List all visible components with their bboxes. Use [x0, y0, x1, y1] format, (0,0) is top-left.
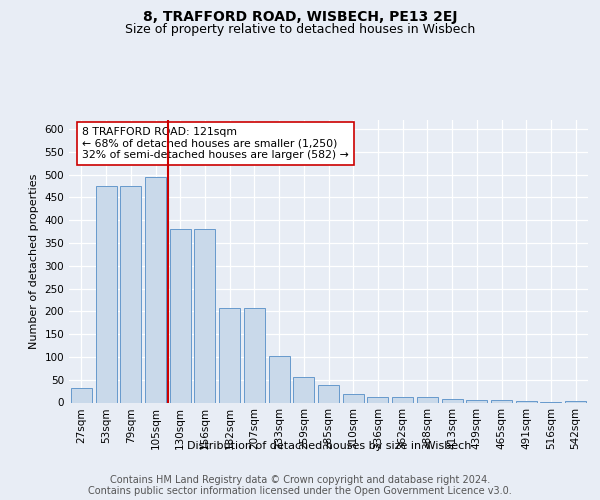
- Bar: [466, 400, 487, 402]
- Bar: [170, 230, 191, 402]
- Bar: [392, 398, 413, 402]
- Bar: [442, 399, 463, 402]
- Bar: [244, 308, 265, 402]
- Bar: [318, 384, 339, 402]
- Bar: [95, 186, 116, 402]
- Text: Contains public sector information licensed under the Open Government Licence v3: Contains public sector information licen…: [88, 486, 512, 496]
- Bar: [367, 397, 388, 402]
- Text: 8, TRAFFORD ROAD, WISBECH, PE13 2EJ: 8, TRAFFORD ROAD, WISBECH, PE13 2EJ: [143, 10, 457, 24]
- Bar: [343, 394, 364, 402]
- Text: 8 TRAFFORD ROAD: 121sqm
← 68% of detached houses are smaller (1,250)
32% of semi: 8 TRAFFORD ROAD: 121sqm ← 68% of detache…: [82, 127, 349, 160]
- Bar: [219, 308, 240, 402]
- Y-axis label: Number of detached properties: Number of detached properties: [29, 174, 39, 349]
- Bar: [516, 400, 537, 402]
- Bar: [565, 400, 586, 402]
- Bar: [145, 177, 166, 402]
- Text: Size of property relative to detached houses in Wisbech: Size of property relative to detached ho…: [125, 23, 475, 36]
- Bar: [417, 398, 438, 402]
- Bar: [194, 230, 215, 402]
- Bar: [120, 186, 141, 402]
- Bar: [269, 356, 290, 403]
- Text: Contains HM Land Registry data © Crown copyright and database right 2024.: Contains HM Land Registry data © Crown c…: [110, 475, 490, 485]
- Bar: [491, 400, 512, 402]
- Bar: [71, 388, 92, 402]
- Bar: [293, 376, 314, 402]
- Text: Distribution of detached houses by size in Wisbech: Distribution of detached houses by size …: [187, 441, 471, 451]
